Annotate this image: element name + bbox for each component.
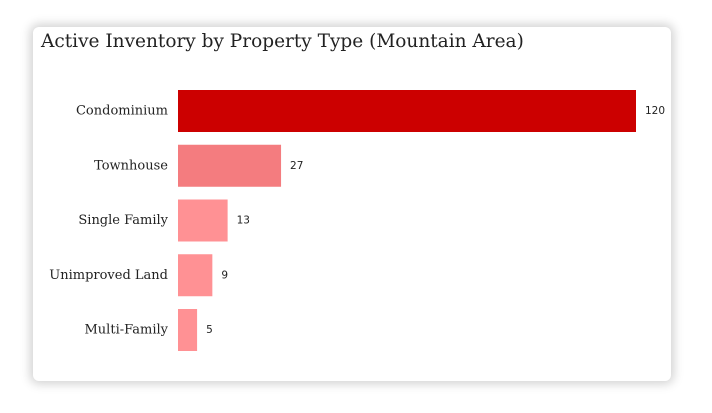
bar-chart: Condominium 120 Townhouse 27 Single Family 13… — [49, 90, 665, 351]
category-label: Unimproved Land — [49, 268, 168, 283]
chart-title: Active Inventory by Property Type (Mount… — [41, 31, 524, 52]
category-label: Condominium — [76, 104, 168, 119]
bar-townhouse — [178, 144, 282, 187]
category-label: Single Family — [78, 213, 168, 228]
value-label: 5 — [206, 324, 213, 336]
category-label: Multi-Family — [85, 323, 169, 338]
chart-card: Active Inventory by Property Type (Mount… — [33, 27, 671, 381]
value-label: 120 — [645, 105, 665, 117]
category-label: Townhouse — [94, 158, 168, 173]
bar-unimproved-land — [178, 254, 213, 297]
value-label: 13 — [237, 215, 250, 227]
value-label: 9 — [221, 269, 228, 281]
bar-condominium — [178, 90, 636, 132]
value-label: 27 — [290, 160, 303, 172]
bar-single-family — [178, 199, 228, 242]
bar-multi-family — [178, 309, 198, 351]
